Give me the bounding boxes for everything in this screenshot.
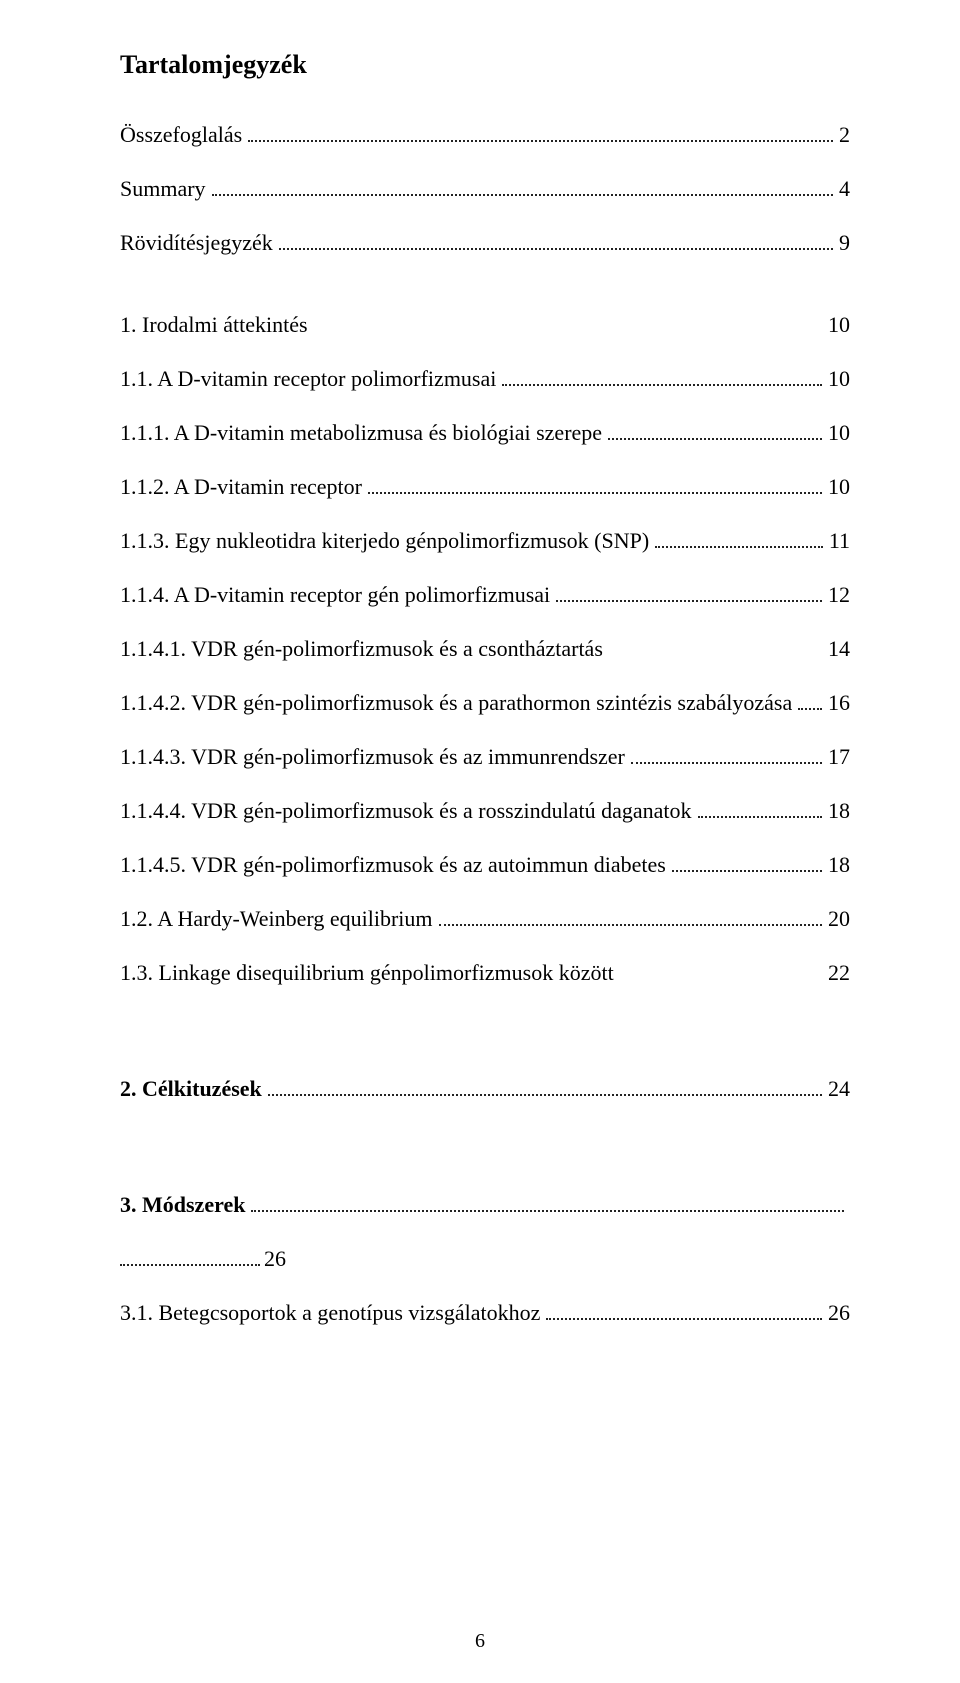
- toc-page-number: 17: [828, 744, 850, 770]
- toc-entry: 1.1.4. A D-vitamin receptor gén polimorf…: [120, 582, 850, 608]
- toc-entry-label: 1. Irodalmi áttekintés: [120, 312, 308, 338]
- toc-title: Tartalomjegyzék: [120, 50, 850, 80]
- page-number: 6: [0, 1630, 960, 1653]
- toc-entry-label: Összefoglalás: [120, 122, 242, 148]
- toc-entry-label: 1.1.2. A D-vitamin receptor: [120, 474, 362, 500]
- toc-entry: 26: [120, 1246, 850, 1272]
- toc-leader: [546, 1318, 822, 1320]
- toc-entry: 1.1.4.3. VDR gén-polimorfizmusok és az i…: [120, 744, 850, 770]
- toc-leader: [251, 1210, 844, 1212]
- toc-entry: 1.1.3. Egy nukleotidra kiterjedo génpoli…: [120, 528, 850, 554]
- toc-entry-label: 2. Célkituzések: [120, 1076, 262, 1102]
- toc-entry-label: 1.1. A D-vitamin receptor polimorfizmusa…: [120, 366, 496, 392]
- toc-entry-label: 1.3. Linkage disequilibrium génpolimorfi…: [120, 960, 614, 986]
- toc-leader: [279, 248, 833, 250]
- toc-entry-label: 1.1.4.2. VDR gén-polimorfizmusok és a pa…: [120, 690, 792, 716]
- toc-page-number: 26: [828, 1300, 850, 1326]
- toc-entry: 1. Irodalmi áttekintés 10: [120, 312, 850, 338]
- toc-page-number: 18: [828, 798, 850, 824]
- toc-page-number: 24: [828, 1076, 850, 1102]
- toc-leader: [798, 708, 822, 710]
- toc-entry-label: 1.1.4.4. VDR gén-polimorfizmusok és a ro…: [120, 798, 692, 824]
- toc-leader: [655, 546, 823, 548]
- toc-entry: 3. Módszerek: [120, 1192, 850, 1218]
- toc-entry: 1.1.4.1. VDR gén-polimorfizmusok és a cs…: [120, 636, 850, 662]
- toc-entry-label: 1.1.4. A D-vitamin receptor gén polimorf…: [120, 582, 550, 608]
- toc-leader: [698, 816, 823, 818]
- toc-entry-label: 1.1.4.5. VDR gén-polimorfizmusok és az a…: [120, 852, 666, 878]
- toc-leader: [672, 870, 822, 872]
- toc-page-number: 26: [264, 1246, 286, 1272]
- toc-page-number: 12: [828, 582, 850, 608]
- toc-entry-label: 1.1.3. Egy nukleotidra kiterjedo génpoli…: [120, 528, 649, 554]
- toc-entry: 1.1.4.5. VDR gén-polimorfizmusok és az a…: [120, 852, 850, 878]
- toc-list: Összefoglalás 2 Summary 4 Rövidítésjegyzék 9 1…: [120, 122, 850, 1326]
- toc-entry: 1.1.4.4. VDR gén-polimorfizmusok és a ro…: [120, 798, 850, 824]
- toc-leader: [631, 762, 822, 764]
- toc-page-number: 4: [839, 176, 850, 202]
- toc-entry-label: Rövidítésjegyzék: [120, 230, 273, 256]
- document-page: Tartalomjegyzék Összefoglalás 2 Summary 4 Rö…: [0, 0, 960, 1683]
- toc-entry-label: 1.2. A Hardy-Weinberg equilibrium: [120, 906, 433, 932]
- toc-entry-label: 1.1.4.1. VDR gén-polimorfizmusok és a cs…: [120, 636, 603, 662]
- toc-entry-label: 1.1.1. A D-vitamin metabolizmusa és biol…: [120, 420, 602, 446]
- toc-page-number: 10: [828, 366, 850, 392]
- toc-leader: [502, 384, 822, 386]
- toc-entry: 1.1.4.2. VDR gén-polimorfizmusok és a pa…: [120, 690, 850, 716]
- toc-leader: [268, 1094, 822, 1096]
- toc-page-number: 10: [828, 312, 850, 338]
- toc-leader: [439, 924, 823, 926]
- toc-entry: Összefoglalás 2: [120, 122, 850, 148]
- toc-entry: 2. Célkituzések 24: [120, 1076, 850, 1102]
- toc-leader: [368, 492, 822, 494]
- toc-entry: 1.1.1. A D-vitamin metabolizmusa és biol…: [120, 420, 850, 446]
- toc-page-number: 2: [839, 122, 850, 148]
- toc-entry-label: Summary: [120, 176, 206, 202]
- toc-entry-label: 1.1.4.3. VDR gén-polimorfizmusok és az i…: [120, 744, 625, 770]
- toc-leader: [556, 600, 822, 602]
- toc-leader: [248, 140, 833, 142]
- toc-leader: [212, 194, 833, 196]
- toc-entry-label: 3. Módszerek: [120, 1192, 245, 1218]
- toc-leader: [608, 438, 822, 440]
- toc-page-number: 10: [828, 474, 850, 500]
- toc-page-number: 16: [828, 690, 850, 716]
- toc-entry: 1.1.2. A D-vitamin receptor 10: [120, 474, 850, 500]
- toc-entry-label: 3.1. Betegcsoportok a genotípus vizsgála…: [120, 1300, 540, 1326]
- toc-page-number: 22: [828, 960, 850, 986]
- toc-entry: Rövidítésjegyzék 9: [120, 230, 850, 256]
- toc-page-number: 11: [829, 528, 850, 554]
- toc-page-number: 10: [828, 420, 850, 446]
- toc-entry: 1.3. Linkage disequilibrium génpolimorfi…: [120, 960, 850, 986]
- toc-page-number: 18: [828, 852, 850, 878]
- toc-page-number: 9: [839, 230, 850, 256]
- toc-page-number: 20: [828, 906, 850, 932]
- toc-entry: 1.2. A Hardy-Weinberg equilibrium 20: [120, 906, 850, 932]
- toc-leader: [120, 1264, 260, 1266]
- toc-entry: Summary 4: [120, 176, 850, 202]
- toc-entry: 1.1. A D-vitamin receptor polimorfizmusa…: [120, 366, 850, 392]
- toc-entry: 3.1. Betegcsoportok a genotípus vizsgála…: [120, 1300, 850, 1326]
- toc-page-number: 14: [828, 636, 850, 662]
